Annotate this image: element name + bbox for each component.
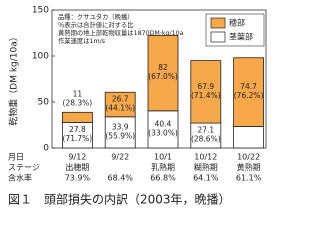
value-label: 67.9: [197, 82, 214, 91]
bar-segment: [190, 60, 222, 124]
share-label: (76.2%): [234, 91, 264, 100]
stage-label: 出穂期: [65, 162, 89, 172]
caption: 図１ 頭部損失の内訳（2003年，晩播）: [8, 192, 231, 207]
value-label: 11: [73, 89, 83, 98]
moisture-label: 61.1%: [236, 174, 262, 183]
y-axis-label: 乾物重（DM kg/10a）: [8, 32, 20, 125]
bar-segment: [147, 110, 179, 149]
x-tick-label: 10/12: [194, 153, 217, 162]
note: 品種：クサユタカ（晩播）: [58, 12, 134, 21]
stage-label: 黄熟期: [237, 162, 261, 172]
moisture-label: 64.1%: [193, 174, 219, 183]
share-label: (33.0%): [148, 128, 178, 137]
y-tick-label: 0: [43, 144, 49, 154]
x-tick-label: 9/22: [111, 153, 129, 162]
share-label: (44.1%): [105, 104, 135, 113]
x-tick-label: 10/22: [237, 153, 260, 162]
share-label: (55.9%): [105, 131, 135, 140]
share-label: (71.7%): [63, 134, 93, 143]
legend-swatch: [210, 17, 226, 29]
value-label: 33.9: [112, 122, 129, 131]
x-tick-label: 10/1: [154, 153, 172, 162]
moisture-label: 66.8%: [150, 174, 176, 183]
bar-segment: [104, 91, 136, 118]
bar-segment: [62, 111, 93, 123]
table-row-label: 含水率: [8, 173, 32, 183]
value-label: 26.7: [112, 95, 129, 104]
y-tick-label: 50: [38, 98, 50, 108]
share-label: (28.6%): [191, 135, 221, 144]
table-row-label: 月日: [8, 153, 24, 162]
bar-segment: [233, 57, 265, 127]
share-label: (67.0%): [148, 72, 178, 81]
y-tick-label: 150: [32, 6, 49, 16]
share-label: (71.4%): [191, 91, 221, 100]
moisture-label: 68.4%: [107, 174, 133, 183]
x-tick-label: 9/12: [68, 153, 86, 162]
moisture-label: 73.9%: [65, 174, 91, 183]
page: {"chart_data": { "type": "stacked-bar", …: [7, 5, 267, 207]
value-label: 82: [158, 63, 168, 72]
value-label: 27.8: [69, 125, 86, 134]
stage-label: 糊熟期: [194, 162, 218, 172]
value-label: 74.7: [240, 82, 257, 91]
legend-label: 茎葉部: [229, 32, 253, 42]
bar-segment: [147, 34, 179, 112]
table-row-label: ステージ: [8, 163, 40, 172]
bar-segment: [62, 122, 93, 149]
note: 作業速度は1m/s: [58, 36, 105, 45]
note: ％表示は合計値に対する比: [58, 20, 134, 29]
stage-label: 乳熟期: [151, 162, 175, 172]
legend-swatch: [210, 31, 226, 43]
bar-segment: [233, 126, 265, 149]
bar-segment: [190, 122, 222, 149]
value-label: 27.1: [197, 126, 214, 135]
chart: 乾物重（DM kg/10a） 図１ 頭部損失の内訳（2003年，晩播） 0 50 1…: [8, 6, 267, 207]
value-label: 40.4: [155, 119, 172, 128]
share-label: (28.3%): [63, 98, 93, 107]
legend-label: 穂部: [229, 18, 245, 28]
y-tick-label: 100: [32, 52, 49, 62]
note: 黄熟期の地上部乾物収量は1870DM·kg/10a: [58, 28, 184, 37]
